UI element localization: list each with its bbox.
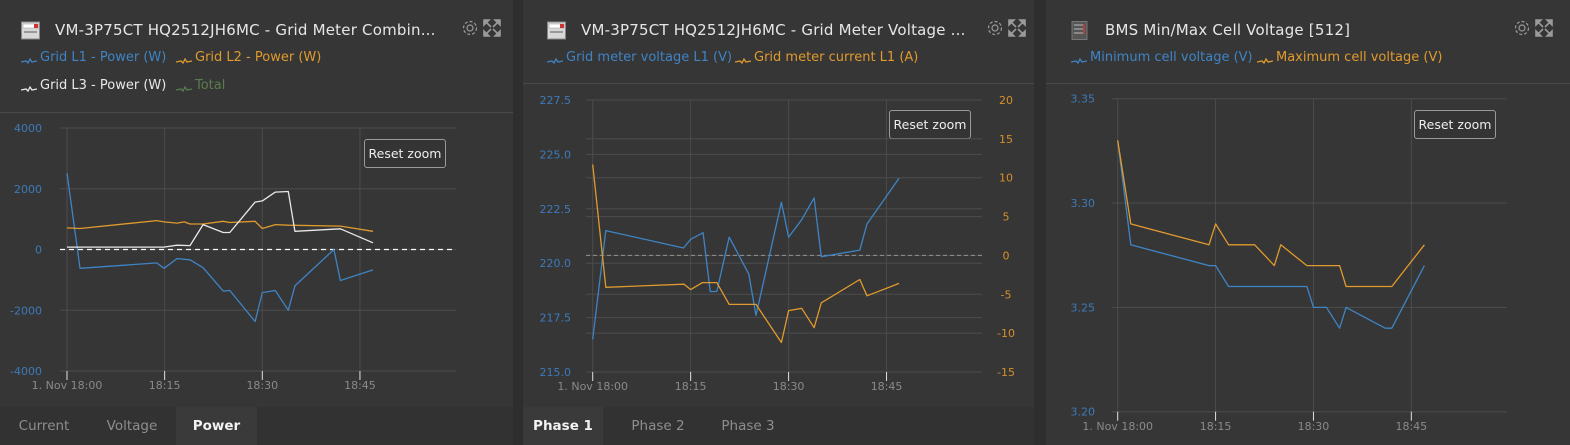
legend-item-voltage-l1[interactable]: Grid meter voltage L1 (V) [546, 50, 732, 65]
tab-voltage[interactable]: Voltage [106, 418, 158, 434]
gear-icon[interactable] [461, 19, 479, 37]
series-line-icon [20, 82, 38, 92]
divider [0, 112, 513, 113]
expand-icon[interactable] [1535, 19, 1553, 37]
expand-icon[interactable] [1008, 19, 1026, 37]
expand-icon[interactable] [483, 19, 501, 37]
series-line-icon [1256, 54, 1274, 64]
legend-item-total[interactable]: Total [175, 78, 225, 93]
series-line-icon [20, 54, 38, 64]
panel-title: VM-3P75CT HQ2512JH6MC - Grid Meter Combi… [55, 21, 436, 39]
tab-phase-2[interactable]: Phase 2 [631, 418, 685, 434]
divider [1046, 83, 1570, 84]
tab-bar: Current Voltage Power [0, 407, 513, 445]
divider [523, 83, 1034, 84]
legend-item-current-l1[interactable]: Grid meter current L1 (A) [734, 50, 918, 65]
tab-power[interactable]: Power [176, 407, 257, 445]
tab-current[interactable]: Current [18, 418, 70, 434]
tab-phase-1[interactable]: Phase 1 [523, 407, 603, 445]
panel-title: BMS Min/Max Cell Voltage [512] [1105, 21, 1351, 39]
reset-zoom-button[interactable]: Reset zoom [364, 139, 446, 168]
legend-item-grid-l1[interactable]: Grid L1 - Power (W) [20, 50, 166, 65]
tab-bar: Phase 1 Phase 2 Phase 3 [523, 407, 1034, 445]
series-line-icon [175, 82, 193, 92]
reset-zoom-button[interactable]: Reset zoom [1414, 110, 1496, 139]
legend-item-max-cell-voltage[interactable]: Maximum cell voltage (V) [1256, 50, 1442, 65]
panel-title: VM-3P75CT HQ2512JH6MC - Grid Meter Volta… [581, 21, 966, 39]
panel-bms-cell-voltage: BMS Min/Max Cell Voltage [512] Minimum c… [1046, 0, 1570, 445]
grid-meter-icon [21, 21, 40, 40]
reset-zoom-button[interactable]: Reset zoom [889, 110, 971, 139]
grid-meter-icon [547, 21, 566, 40]
legend-item-grid-l2[interactable]: Grid L2 - Power (W) [175, 50, 321, 65]
panel-grid-meter-voltage: VM-3P75CT HQ2512JH6MC - Grid Meter Volta… [523, 0, 1034, 445]
panel-grid-meter-combined: VM-3P75CT HQ2512JH6MC - Grid Meter Combi… [0, 0, 513, 445]
battery-bms-icon [1071, 21, 1088, 40]
series-line-icon [175, 54, 193, 64]
series-line-icon [1070, 54, 1088, 64]
series-line-icon [546, 54, 564, 64]
tab-phase-3[interactable]: Phase 3 [721, 418, 775, 434]
legend-item-min-cell-voltage[interactable]: Minimum cell voltage (V) [1070, 50, 1253, 65]
series-line-icon [734, 54, 752, 64]
legend-item-grid-l3[interactable]: Grid L3 - Power (W) [20, 78, 166, 93]
gear-icon[interactable] [1513, 19, 1531, 37]
gear-icon[interactable] [986, 19, 1004, 37]
